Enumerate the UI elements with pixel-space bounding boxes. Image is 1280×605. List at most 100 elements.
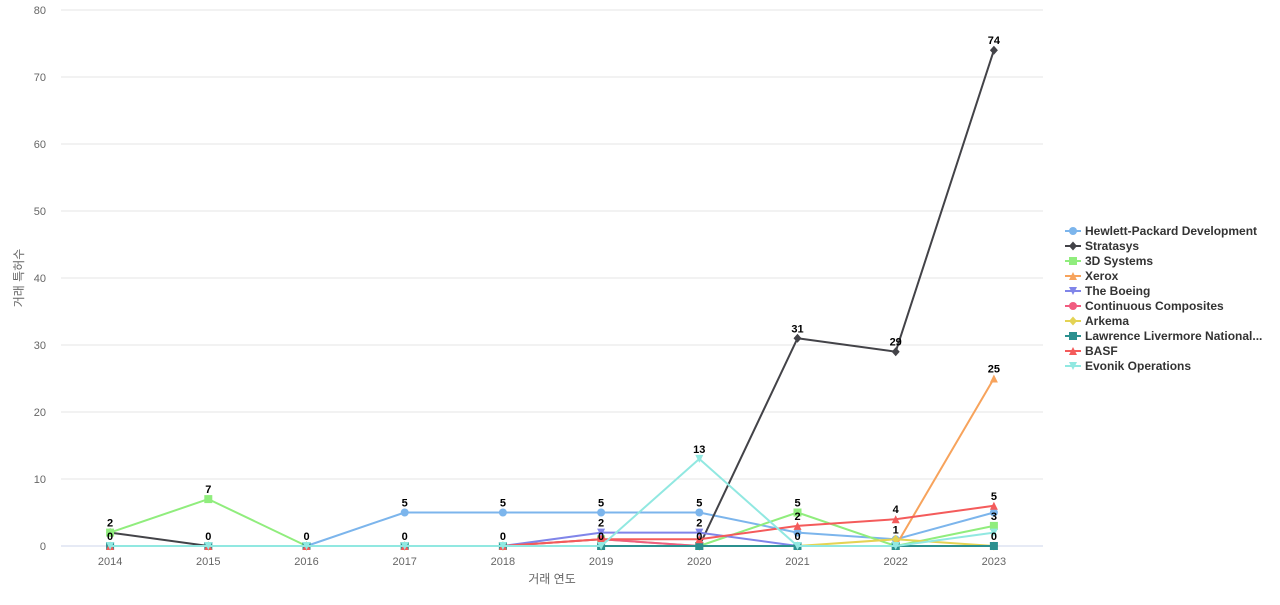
data-point <box>498 508 507 517</box>
series-3 <box>106 374 998 550</box>
x-axis-title: 거래 연도 <box>528 572 576 586</box>
legend-label: Continuous Composites <box>1085 299 1224 313</box>
data-label: 7 <box>205 484 211 496</box>
x-tick-label: 2017 <box>392 556 416 568</box>
x-tick-label: 2018 <box>491 556 515 568</box>
data-point <box>793 521 802 530</box>
legend-item: 3D Systems <box>1065 254 1153 268</box>
data-label: 2 <box>696 518 702 530</box>
legend-marker <box>1069 316 1077 326</box>
data-point <box>989 508 998 517</box>
data-label: 5 <box>991 491 997 503</box>
data-label: 31 <box>791 323 803 335</box>
data-label: 0 <box>696 531 702 543</box>
legend-marker <box>1069 347 1077 355</box>
data-label: 74 <box>988 35 1001 47</box>
data-label: 13 <box>693 444 705 456</box>
y-tick-label: 50 <box>34 206 46 218</box>
data-point <box>400 508 409 517</box>
data-point <box>891 542 900 550</box>
y-tick-label: 60 <box>34 139 46 151</box>
data-point <box>891 347 900 357</box>
legend-item: Stratasys <box>1065 239 1139 253</box>
data-point <box>597 508 606 517</box>
data-point <box>891 515 900 524</box>
legend-marker <box>1069 287 1077 295</box>
x-tick-label: 2021 <box>785 556 809 568</box>
data-label: 3 <box>991 511 997 523</box>
data-label: 0 <box>402 531 408 543</box>
data-label: 5 <box>500 498 506 510</box>
legend-label: Lawrence Livermore National... <box>1085 329 1262 343</box>
y-tick-label: 0 <box>40 541 46 553</box>
data-point <box>597 535 606 544</box>
data-label: 0 <box>303 531 309 543</box>
data-label: 0 <box>991 531 997 543</box>
data-point <box>302 542 311 550</box>
x-tick-label: 2023 <box>982 556 1006 568</box>
legend-label: Arkema <box>1085 314 1129 328</box>
series-line <box>110 457 995 547</box>
data-point <box>989 542 998 550</box>
y-axis-title: 거래 특허수 <box>12 249 26 308</box>
data-point <box>793 528 802 537</box>
legend-marker <box>1069 332 1077 340</box>
data-point <box>793 333 802 343</box>
data-label: 0 <box>794 531 800 543</box>
legend-label: Stratasys <box>1085 239 1139 253</box>
data-point <box>989 528 998 537</box>
series-1 <box>106 45 998 551</box>
data-label: 1 <box>893 524 899 536</box>
data-point <box>498 542 507 550</box>
y-tick-label: 40 <box>34 273 46 285</box>
data-point <box>106 542 115 550</box>
x-tick-label: 2019 <box>589 556 613 568</box>
data-point <box>989 521 998 530</box>
legend-marker <box>1069 241 1077 251</box>
legend-label: Evonik Operations <box>1085 359 1191 373</box>
legend-item: The Boeing <box>1065 284 1150 298</box>
legend-marker <box>1069 362 1077 370</box>
y-tick-label: 20 <box>34 407 46 419</box>
data-label: 0 <box>205 531 211 543</box>
legend-label: BASF <box>1085 344 1118 358</box>
series-8 <box>106 501 998 550</box>
series-line <box>109 49 995 547</box>
legend-marker <box>1069 257 1077 265</box>
legend-label: 3D Systems <box>1085 254 1153 268</box>
data-point <box>400 542 409 550</box>
data-point <box>793 542 802 550</box>
legend-item: Hewlett-Packard Development <box>1065 224 1257 238</box>
data-label: 4 <box>893 504 900 516</box>
legend-marker <box>1069 272 1077 280</box>
legend-item: Xerox <box>1065 269 1119 283</box>
data-label: 0 <box>500 531 506 543</box>
x-tick-label: 2022 <box>883 556 907 568</box>
legend-item: Arkema <box>1065 314 1129 328</box>
data-point <box>793 508 802 517</box>
data-point <box>106 528 115 537</box>
y-tick-label: 30 <box>34 340 46 352</box>
data-point <box>695 508 704 517</box>
legend-marker <box>1069 302 1077 310</box>
data-point <box>695 535 704 544</box>
legend-item: Lawrence Livermore National... <box>1065 329 1262 343</box>
series-group <box>106 45 998 551</box>
data-point <box>204 542 213 550</box>
data-point <box>989 501 998 510</box>
data-point <box>695 454 704 463</box>
data-label: 25 <box>988 364 1000 376</box>
data-point <box>695 542 704 550</box>
legend-label: Hewlett-Packard Development <box>1085 224 1257 238</box>
data-point <box>597 542 606 550</box>
y-tick-label: 10 <box>34 474 46 486</box>
x-tick-label: 2016 <box>294 556 318 568</box>
data-label: 2 <box>107 518 113 530</box>
x-tick-label: 2015 <box>196 556 220 568</box>
data-label: 2 <box>598 518 604 530</box>
y-tick-label: 80 <box>34 5 46 17</box>
